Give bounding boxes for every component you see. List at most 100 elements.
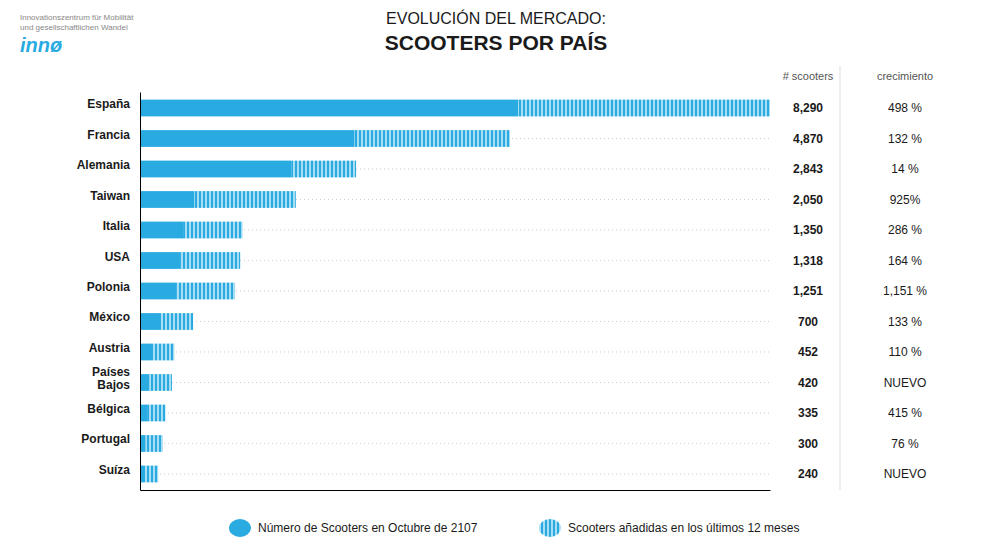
bar <box>291 161 356 178</box>
legend-label: Scooters añadidas en los últimos 12 mese… <box>568 521 799 535</box>
chart: EVOLUCIÓN DEL MERCADO:SCOOTERS POR PAÍSi… <box>0 0 992 558</box>
guide-line <box>140 382 770 383</box>
y-tick: España <box>87 97 140 111</box>
y-tick: Francia <box>87 128 140 142</box>
bar <box>150 374 172 391</box>
column-separator <box>840 66 841 490</box>
bar <box>147 405 165 422</box>
y-tick: Taiwan <box>90 189 140 203</box>
y-tick: Suíza <box>99 463 140 477</box>
y-tick-label: USA <box>105 250 131 264</box>
bar <box>140 405 147 422</box>
text-line: Países <box>92 365 130 379</box>
total-label: 1,350 <box>793 223 823 237</box>
total-label: 8,290 <box>793 101 823 115</box>
title: SCOOTERS POR PAÍS <box>385 31 607 54</box>
text-line: Portugal <box>81 432 130 446</box>
bar <box>195 191 296 208</box>
text-line: Suíza <box>99 463 131 477</box>
y-tick-label: PaísesBajos <box>92 365 130 392</box>
bar <box>140 161 291 178</box>
y-tick: México <box>89 310 140 324</box>
guide-line <box>140 412 770 413</box>
text-line: Italia <box>103 219 131 233</box>
text-line: Innovationszentrum für Mobilität <box>20 13 134 22</box>
bar <box>140 344 153 361</box>
total-label: 2,843 <box>793 162 823 176</box>
y-tick: Bélgica <box>87 402 140 416</box>
y-axis-line <box>140 93 141 491</box>
y-tick-label: España <box>87 97 130 111</box>
text-line: España <box>87 97 130 111</box>
y-tick-label: México <box>89 310 130 324</box>
text-line: Bélgica <box>87 402 130 416</box>
total-label: 335 <box>798 406 818 420</box>
text-line: Austria <box>89 341 131 355</box>
growth-label: 415 % <box>888 406 922 420</box>
growth-label: 132 % <box>888 132 922 146</box>
y-tick-label: Alemania <box>77 158 131 172</box>
legend-label: Número de Scooters en Octubre de 2107 <box>258 521 478 535</box>
y-tick-label: Taiwan <box>90 189 130 203</box>
growth-label: 133 % <box>888 315 922 329</box>
total-label: 240 <box>798 467 818 481</box>
growth-label: 925% <box>890 193 921 207</box>
series <box>144 100 770 483</box>
growth-label: 286 % <box>888 223 922 237</box>
growth-label: 110 % <box>888 345 921 359</box>
bar <box>140 222 183 239</box>
y-tick: Polonia <box>87 280 140 294</box>
total-label: 1,251 <box>793 284 823 298</box>
bar <box>140 374 150 391</box>
growth-label: 14 % <box>891 162 919 176</box>
y-tick: Austria <box>89 341 140 355</box>
bar <box>140 283 176 300</box>
y-tick: Italia <box>103 219 140 233</box>
columns: 8,290 498 % 4,870 132 % 2,843 14 % 2,050 925% 1,… <box>793 101 927 481</box>
growth-label: NUEVO <box>884 467 927 481</box>
y-tick: Alemania <box>77 158 140 172</box>
total-label: 1,318 <box>793 254 823 268</box>
y-tick: USA <box>105 250 140 264</box>
bar <box>140 130 355 147</box>
y-tick-label: Italia <box>103 219 131 233</box>
totals-header: # scooters <box>783 70 834 82</box>
bar <box>161 313 193 330</box>
y-tick-label: Portugal <box>81 432 130 446</box>
guide-line <box>140 443 770 444</box>
bar <box>176 283 235 300</box>
y-tick: Portugal <box>81 432 140 446</box>
series <box>140 100 518 483</box>
bar <box>146 435 163 452</box>
guide-line <box>140 351 770 352</box>
legend-item: Scooters añadidas en los últimos 12 mese… <box>539 519 799 537</box>
y-tick-label: Polonia <box>87 280 131 294</box>
growth-header: crecimiento <box>877 70 933 82</box>
legend-item: Número de Scooters en Octubre de 2107 <box>229 519 478 537</box>
total-label: 2,050 <box>793 193 823 207</box>
bar <box>140 313 161 330</box>
growth-label: NUEVO <box>884 376 927 390</box>
bar <box>140 191 195 208</box>
growth-label: 76 % <box>891 437 919 451</box>
text-line: USA <box>105 250 131 264</box>
guide-line <box>140 473 770 474</box>
growth-label: 1,151 % <box>883 284 927 298</box>
bar <box>518 100 770 117</box>
logo-subtext: Innovationszentrum für Mobilitätund gese… <box>20 13 134 32</box>
text-line: Polonia <box>87 280 131 294</box>
text-line: und gesellschaftlichen Wandel <box>20 23 128 32</box>
x-axis-line <box>141 490 771 491</box>
bar <box>183 222 243 239</box>
y-tick-label: Suíza <box>99 463 131 477</box>
bar <box>144 466 158 483</box>
total-label: 4,870 <box>793 132 823 146</box>
guide-lines <box>140 108 770 474</box>
text-line: México <box>89 310 130 324</box>
bar <box>140 252 180 269</box>
growth-label: 498 % <box>888 101 922 115</box>
guide-line <box>140 321 770 322</box>
logo: innø <box>20 34 62 56</box>
bars <box>140 100 770 483</box>
bar <box>180 252 240 269</box>
